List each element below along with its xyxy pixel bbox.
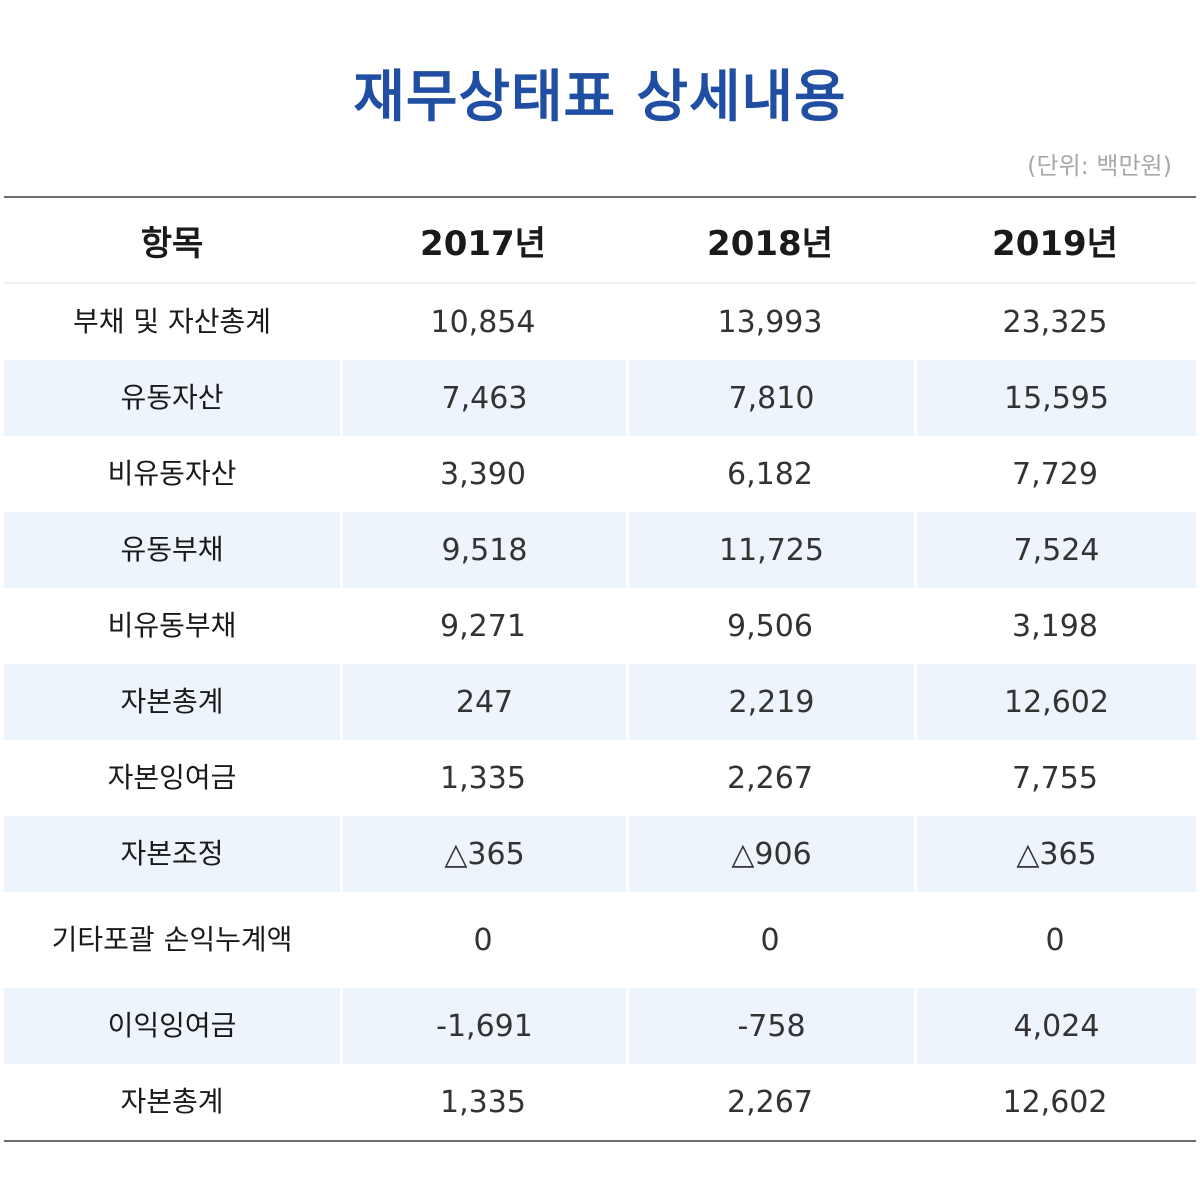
value-2018: 6,182 [727,456,813,492]
value-2018: 2,219 [626,664,914,740]
value-2019: 7,524 [914,512,1196,588]
row-label: 유동부채 [120,533,224,566]
table-row: 기타포괄 손익누계액 0 0 0 [4,892,1196,988]
value-2018: -758 [626,988,914,1064]
value-2017: 1,335 [440,1084,526,1120]
value-2019: 12,602 [1002,1084,1108,1120]
table-row: 비유동자산 3,390 6,182 7,729 [4,436,1196,512]
page-title: 재무상태표 상세내용 [353,65,847,130]
value-2017: 9,271 [440,608,526,644]
value-2018: 2,267 [727,1084,813,1120]
table-row: 자본잉여금 1,335 2,267 7,755 [4,740,1196,816]
value-2017: 7,463 [340,360,626,436]
value-2017: △365 [340,816,626,892]
table-row: 이익잉여금 -1,691 -758 4,024 [4,988,1196,1064]
row-label: 이익잉여금 [107,1009,237,1042]
row-label: 부채 및 자산총계 [72,305,272,338]
table-row: 자본조정 △365 △906 △365 [4,816,1196,892]
table-row: 자본총계 247 2,219 12,602 [4,664,1196,740]
value-2019: 7,755 [1012,760,1098,796]
value-2019: 12,602 [914,664,1196,740]
value-2017: -1,691 [340,988,626,1064]
value-2019: 3,198 [1012,608,1098,644]
value-2019: 0 [1045,922,1065,958]
value-2018: 9,506 [727,608,813,644]
value-2018: 0 [760,922,780,958]
value-2017: 247 [340,664,626,740]
row-label: 비유동부채 [107,609,237,642]
value-2017: 1,335 [440,760,526,796]
value-2017: 0 [473,922,493,958]
value-2018: 7,810 [626,360,914,436]
value-2019: 15,595 [914,360,1196,436]
table-row: 부채 및 자산총계 10,854 13,993 23,325 [4,284,1196,360]
value-2019: 4,024 [914,988,1196,1064]
header-2017: 2017년 [420,223,546,264]
row-label: 유동자산 [120,381,224,414]
header-item: 항목 [140,223,204,264]
financial-table: 항목 2017년 2018년 2019년 부채 및 자산총계 10,854 13… [4,196,1196,1142]
value-2017: 3,390 [440,456,526,492]
value-2018: 2,267 [727,760,813,796]
table-header-row: 항목 2017년 2018년 2019년 [4,198,1196,284]
row-label: 자본총계 [120,685,224,718]
value-2018: 13,993 [717,304,823,340]
header-2018: 2018년 [707,223,833,264]
header-2019: 2019년 [992,223,1118,264]
row-label: 기타포괄 손익누계액 [51,923,293,956]
row-label: 자본잉여금 [107,761,237,794]
value-2019: 7,729 [1012,456,1098,492]
value-2019: △365 [914,816,1196,892]
row-label: 자본총계 [120,1085,224,1118]
row-label: 자본조정 [120,837,224,870]
table-row: 유동부채 9,518 11,725 7,524 [4,512,1196,588]
table-row: 자본총계 1,335 2,267 12,602 [4,1064,1196,1140]
row-label: 비유동자산 [107,457,237,490]
value-2017: 9,518 [340,512,626,588]
unit-label: (단위: 백만원) [1027,152,1172,180]
value-2018: △906 [626,816,914,892]
value-2017: 10,854 [430,304,536,340]
table-row: 비유동부채 9,271 9,506 3,198 [4,588,1196,664]
value-2018: 11,725 [626,512,914,588]
table-row: 유동자산 7,463 7,810 15,595 [4,360,1196,436]
value-2019: 23,325 [1002,304,1108,340]
